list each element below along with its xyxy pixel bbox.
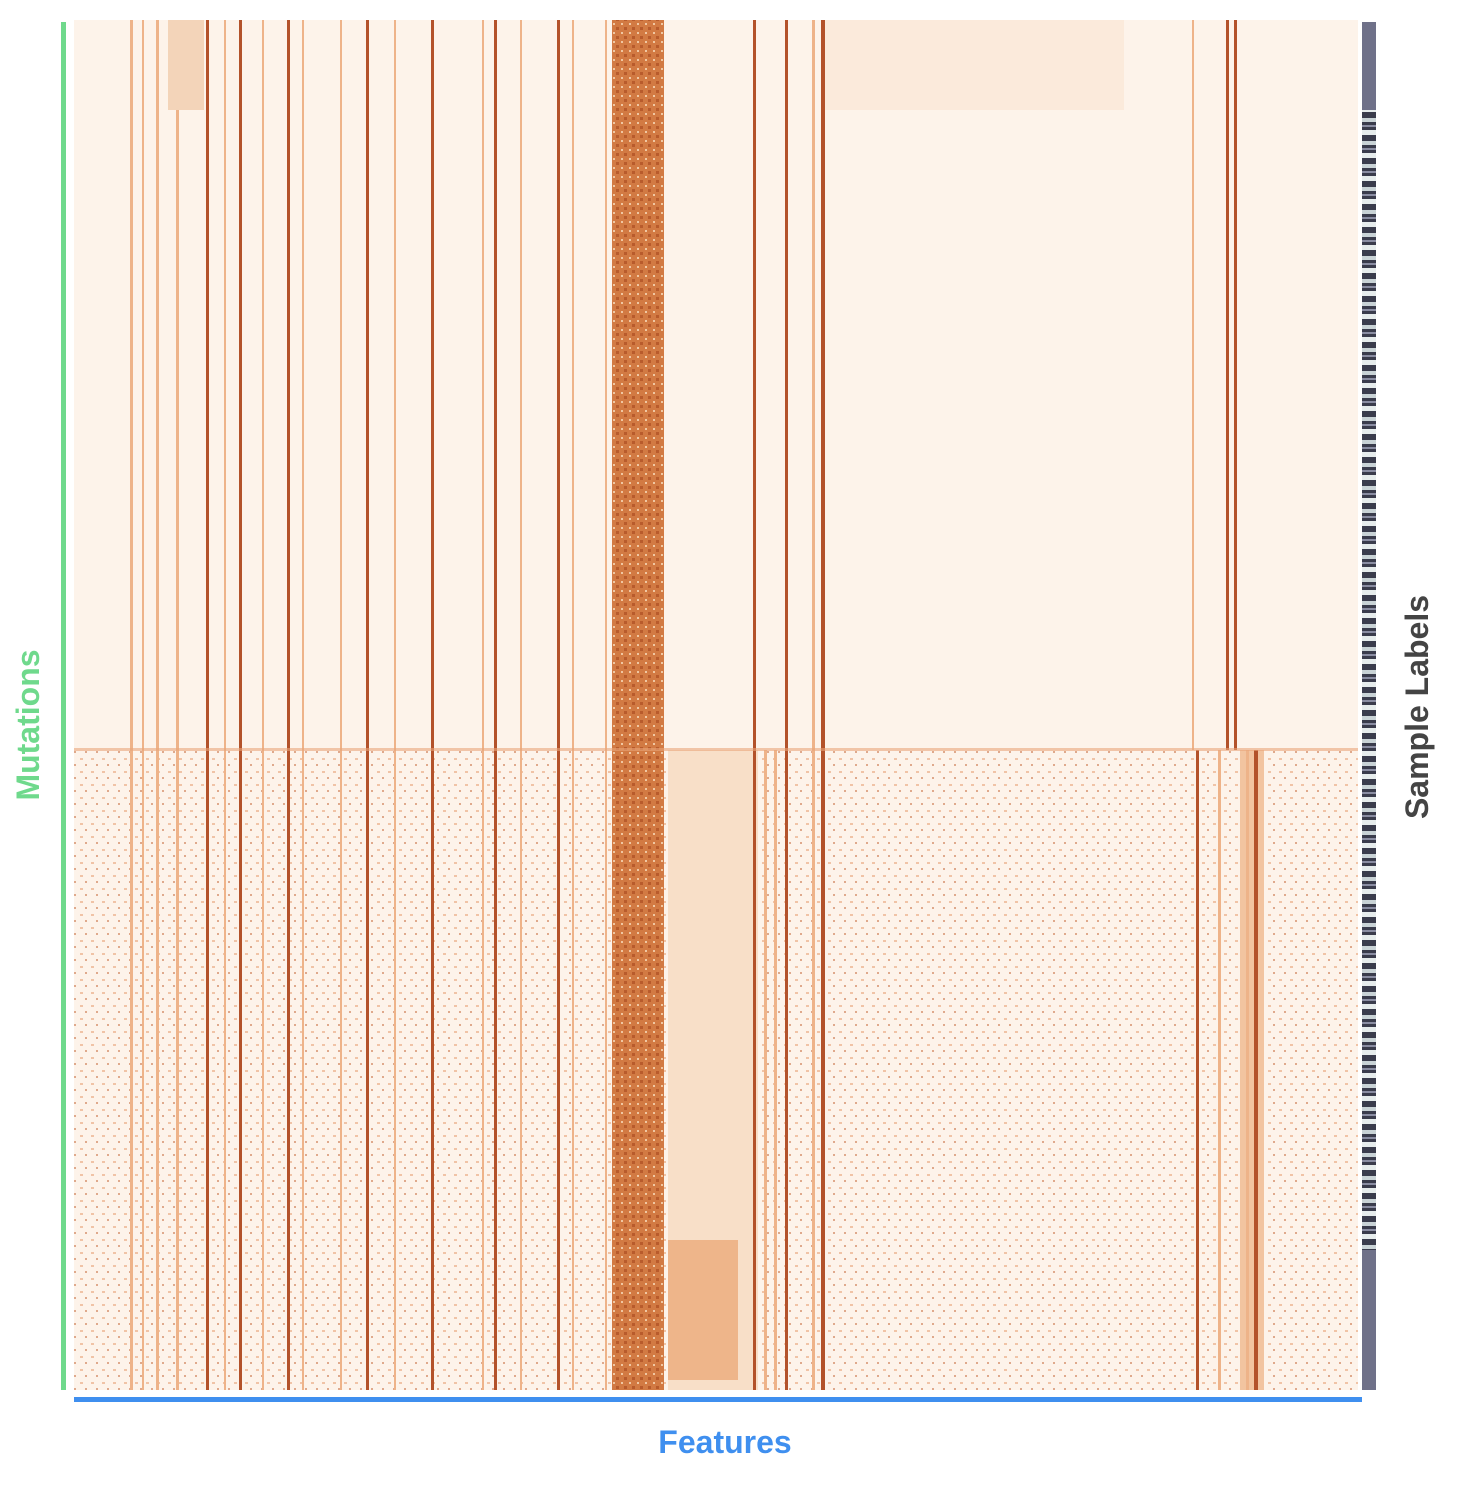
stripe <box>340 20 342 1390</box>
stripe <box>605 20 607 1390</box>
stripe <box>302 20 304 1390</box>
stripe <box>1196 750 1199 1390</box>
stripe <box>520 20 522 1390</box>
stripe <box>431 20 434 1390</box>
stripe <box>494 20 497 1390</box>
stripe <box>785 20 788 1390</box>
stripe <box>224 20 226 1390</box>
stripe <box>812 20 815 1390</box>
row-divider <box>74 748 1358 751</box>
heatmap <box>74 20 1358 1390</box>
stripe <box>156 20 159 1390</box>
stripe <box>394 20 396 1390</box>
dark-stripes <box>206 20 1258 1390</box>
x-axis-label: Features <box>658 1424 791 1460</box>
stripe <box>1192 20 1194 750</box>
stripe <box>262 20 264 1390</box>
y-axis-bar <box>61 22 66 1390</box>
stripe <box>1246 750 1249 1390</box>
stripe <box>764 750 767 1390</box>
side-label: Sample Labels <box>1399 595 1435 819</box>
stripe <box>130 20 133 1390</box>
stripe <box>1226 20 1229 750</box>
y-axis-label: Mutations <box>10 649 46 800</box>
stripe <box>557 20 560 1390</box>
light-band <box>824 20 1124 110</box>
stripe <box>1234 20 1237 750</box>
stripe <box>142 20 144 1390</box>
light-band <box>1240 750 1264 1390</box>
stripe <box>753 20 756 1390</box>
x-axis-bar <box>74 1397 1362 1402</box>
stripe <box>1254 750 1258 1390</box>
stripe <box>1218 750 1221 1390</box>
stripe <box>287 20 290 1390</box>
stripe <box>821 20 825 1390</box>
light-band <box>168 20 204 110</box>
stripe <box>482 20 484 1390</box>
dense-band <box>612 20 664 1390</box>
stripe <box>366 20 369 1390</box>
stripe <box>774 750 777 1390</box>
light-band <box>668 1240 738 1380</box>
stripe <box>206 20 209 1390</box>
stripe <box>239 20 242 1390</box>
stripe <box>572 20 574 1390</box>
sample-label-stripes <box>1362 110 1376 1250</box>
